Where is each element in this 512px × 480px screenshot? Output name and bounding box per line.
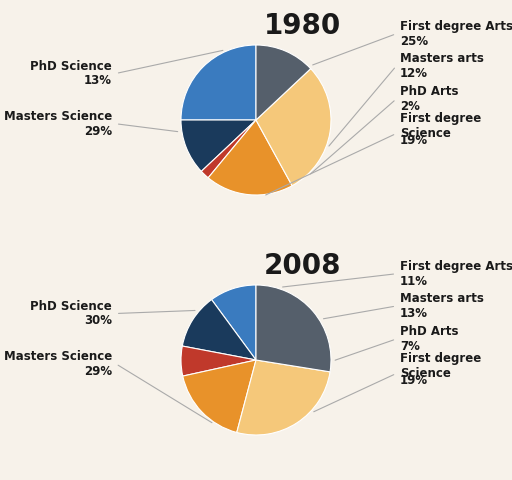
Text: PhD Science: PhD Science [30, 60, 112, 72]
Wedge shape [201, 120, 256, 178]
Wedge shape [182, 300, 256, 360]
Wedge shape [181, 120, 256, 171]
Text: PhD Arts: PhD Arts [400, 325, 459, 338]
Text: Masters Science: Masters Science [4, 110, 112, 123]
Text: 11%: 11% [400, 275, 428, 288]
Text: 13%: 13% [84, 74, 112, 87]
Wedge shape [256, 285, 331, 372]
Text: 2008: 2008 [264, 252, 342, 280]
Text: Masters arts: Masters arts [400, 292, 484, 305]
Text: 13%: 13% [400, 307, 428, 320]
Text: 25%: 25% [400, 35, 428, 48]
Wedge shape [208, 120, 292, 195]
Wedge shape [256, 69, 331, 186]
Text: 29%: 29% [84, 125, 112, 138]
Text: First degree Arts: First degree Arts [400, 20, 512, 33]
Text: 29%: 29% [84, 365, 112, 378]
Wedge shape [181, 346, 256, 376]
Text: Masters arts: Masters arts [400, 52, 484, 65]
Text: 30%: 30% [84, 314, 112, 327]
Wedge shape [211, 285, 256, 360]
Wedge shape [237, 360, 330, 435]
Text: 1980: 1980 [264, 12, 341, 40]
Text: 12%: 12% [400, 67, 428, 80]
Text: 19%: 19% [400, 374, 428, 387]
Text: First degree Arts: First degree Arts [400, 260, 512, 273]
Text: 19%: 19% [400, 134, 428, 147]
Text: First degree
Science: First degree Science [400, 352, 481, 380]
Text: 2%: 2% [400, 100, 420, 113]
Text: PhD Science: PhD Science [30, 300, 112, 312]
Text: PhD Arts: PhD Arts [400, 85, 459, 98]
Wedge shape [183, 360, 256, 432]
Wedge shape [256, 45, 311, 120]
Text: Masters Science: Masters Science [4, 350, 112, 363]
Text: 7%: 7% [400, 340, 420, 353]
Wedge shape [181, 45, 256, 120]
Text: First degree
Science: First degree Science [400, 112, 481, 140]
